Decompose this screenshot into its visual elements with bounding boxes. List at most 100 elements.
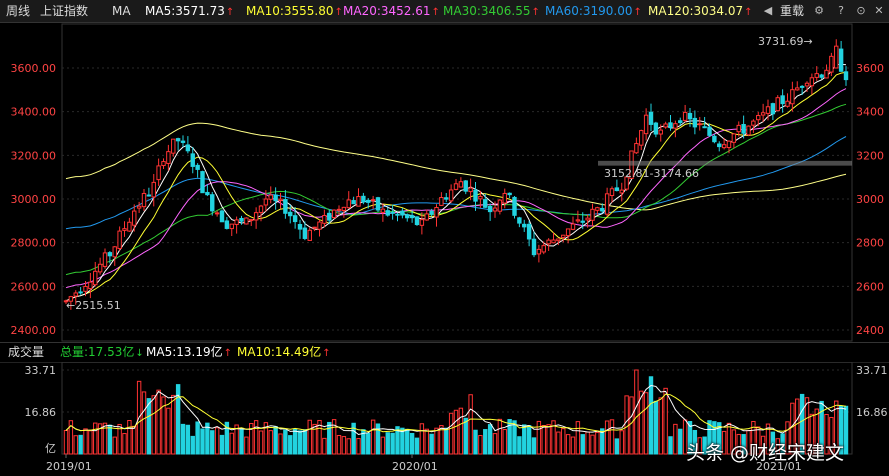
volume-bar <box>258 430 264 455</box>
volume-bar <box>541 424 546 455</box>
volume-bar <box>487 424 493 455</box>
volume-bar <box>658 397 663 455</box>
candle-body <box>244 217 249 225</box>
gap-band <box>598 160 852 166</box>
candle-body <box>156 165 161 181</box>
volume-bar <box>249 423 254 455</box>
candle-body <box>565 228 571 237</box>
candle-body <box>458 181 464 188</box>
candle-body <box>351 200 356 205</box>
candle-body <box>614 187 620 192</box>
close-icon[interactable]: ✕ <box>874 4 884 17</box>
price-tick-label-left: 3000.00 <box>11 193 57 206</box>
candle-body <box>570 223 576 230</box>
volume-title[interactable]: 成交量 <box>8 345 45 359</box>
volume-bar <box>590 434 595 455</box>
candle-body <box>687 112 693 120</box>
volume-bar <box>78 434 83 455</box>
volume-bar <box>341 436 347 455</box>
help-icon[interactable]: ? <box>838 4 844 17</box>
price-tick-label-right: 3200 <box>856 149 884 162</box>
volume-bar <box>146 398 152 455</box>
candle-body <box>253 212 259 221</box>
volume-bar <box>414 437 420 455</box>
candle-body <box>297 224 303 230</box>
candle-body <box>239 217 244 222</box>
volume-bar <box>707 420 712 455</box>
volume-bar <box>297 430 303 455</box>
volume-bar <box>473 429 478 455</box>
price-tick-label-left: 2800.00 <box>11 237 57 250</box>
indicator-name[interactable]: MA <box>112 4 131 18</box>
volume-bar <box>756 426 761 455</box>
settings-icon[interactable]: ⚙ <box>814 4 824 17</box>
candle-body <box>834 45 839 69</box>
volume-bar <box>166 407 171 455</box>
volume-bar <box>400 427 405 455</box>
price-ma5-line <box>65 63 847 302</box>
volume-bar <box>809 413 815 455</box>
overlay-label[interactable]: 重载 <box>780 4 805 18</box>
candle-body <box>575 219 581 222</box>
candle-body <box>83 285 88 292</box>
volume-bar <box>346 438 351 455</box>
volume-bar <box>302 429 308 455</box>
volume-unit-label: 亿 <box>45 442 56 455</box>
volume-bar <box>366 432 371 455</box>
price-plot-frame <box>61 23 853 342</box>
candle-body <box>224 220 230 229</box>
volume-bar <box>760 435 766 455</box>
candle-body <box>390 211 395 214</box>
candle-body <box>175 138 181 142</box>
candle-body <box>736 124 741 133</box>
candle-body <box>522 223 527 228</box>
volume-bar <box>770 431 776 455</box>
watermark: 头条 @财经宋建文 <box>686 442 845 464</box>
volume-bar <box>322 437 327 455</box>
volume-bar <box>405 428 410 455</box>
volume-ma10-line <box>65 393 847 433</box>
candle-body <box>453 183 459 190</box>
candle-body <box>405 214 410 219</box>
candle-body <box>682 111 688 121</box>
volume-bar <box>712 421 717 455</box>
candle-body <box>546 239 551 245</box>
volume-bar <box>561 428 566 455</box>
candlestick-chart[interactable]: 3600.00 3600 3400.00 3400 3200.00 3200 3000.00… <box>0 23 889 342</box>
candle-body <box>653 122 659 135</box>
volume-bar <box>692 429 698 455</box>
candle-body <box>536 248 542 255</box>
candle-body <box>678 120 683 124</box>
volume-bar <box>434 427 439 455</box>
volume-bar <box>88 430 93 455</box>
volume-bar <box>190 435 195 455</box>
volume-chart[interactable]: 33.71 33.71 16.86 16.86 亿 2019/01 2020/01 2021/… <box>0 362 889 476</box>
candle-body <box>658 129 663 135</box>
prev-indicator-icon[interactable]: ◀ <box>763 4 773 17</box>
volume-bar <box>497 418 503 455</box>
candle-body <box>210 194 215 212</box>
candle-body <box>73 292 78 297</box>
candle-body <box>448 189 454 202</box>
candle-body <box>278 198 283 201</box>
price-tick-label-left: 2600.00 <box>11 280 57 293</box>
volume-bar <box>731 429 737 455</box>
candle-body <box>439 197 444 206</box>
ma10-value: MA10:3555.80↑ <box>246 4 343 18</box>
dropdown-icon[interactable]: ⊙ <box>856 4 866 17</box>
candle-body <box>814 73 819 78</box>
index-name[interactable]: 上证指数 <box>40 4 89 18</box>
candle-body <box>414 216 420 226</box>
volume-bar <box>180 423 186 455</box>
period-label[interactable]: 周线 <box>6 4 31 18</box>
volume-header: 成交量 总量:17.53亿↓ MA5:13.19亿↑ MA10:14.49亿↑ <box>0 342 889 363</box>
volume-bar <box>458 407 464 455</box>
volume-bar <box>673 423 678 455</box>
volume-bar <box>834 400 839 455</box>
candle-body <box>746 125 751 136</box>
price-ma20-line <box>65 88 847 289</box>
volume-bar <box>336 435 342 455</box>
candle-body <box>434 206 439 218</box>
volume-bar <box>444 427 449 455</box>
volume-bar <box>351 422 356 455</box>
